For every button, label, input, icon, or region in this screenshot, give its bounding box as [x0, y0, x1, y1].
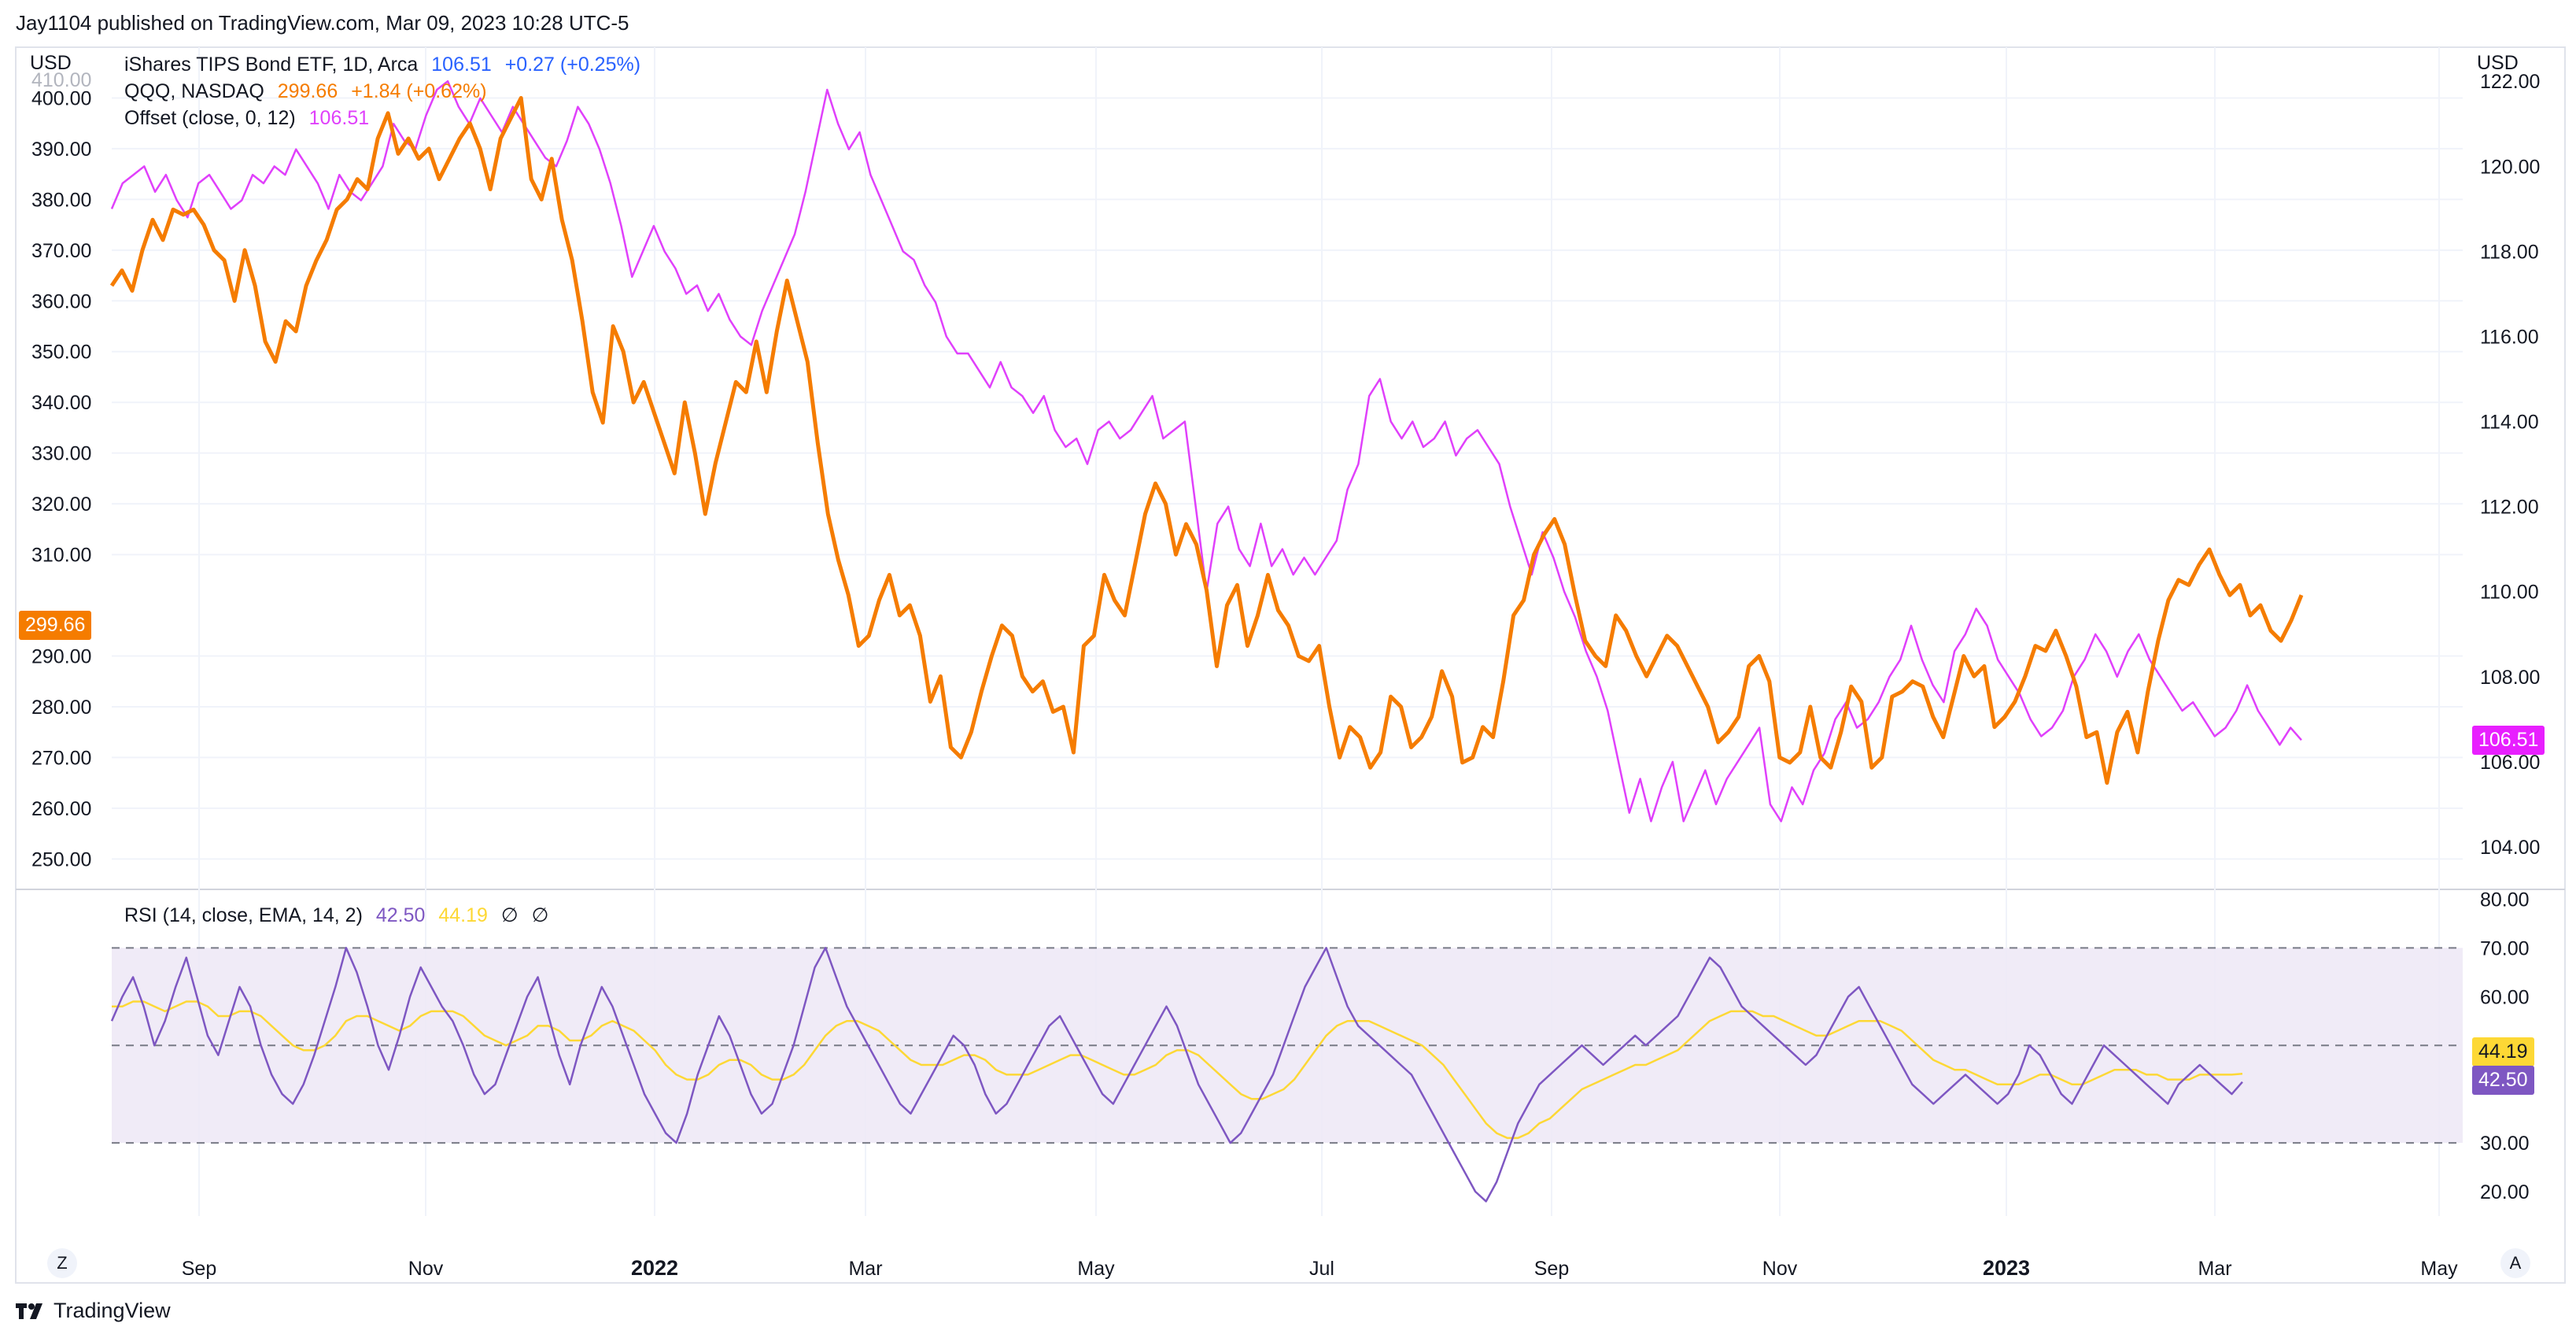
time-axis[interactable]: Sep Nov 2022 Mar May Jul Sep Nov 2023 Mar May [182, 1256, 2458, 1280]
right-tick-label: 120.00 [2480, 156, 2540, 178]
rsi-ema-line [112, 1000, 2243, 1140]
left-tick-label: 260.00 [31, 798, 91, 820]
qqq-line [109, 96, 2304, 785]
offset-line [110, 79, 2302, 822]
left-tick-label: 280.00 [31, 697, 91, 719]
time-tick-label: Nov [1762, 1258, 1798, 1280]
time-tick-label: Jul [1309, 1258, 1334, 1280]
right-tick-label: 112.00 [2480, 497, 2539, 519]
legend-qqq-name: QQQ, NASDAQ [124, 80, 264, 102]
left-price-axis[interactable]: 400.00 390.00 380.00 370.00 360.00 350.00 340.… [31, 87, 91, 870]
legend-rsi-extra1: ∅ [500, 904, 519, 926]
time-tick-label: 2022 [631, 1256, 678, 1280]
rsi-band-lines [112, 947, 2463, 1144]
left-unit-label: USD [30, 52, 72, 74]
price-grid [112, 47, 2463, 1216]
rsi-tick-label: 80.00 [2480, 889, 2530, 911]
chart-frame [15, 46, 2566, 1284]
right-tick-label: 104.00 [2480, 837, 2540, 859]
legend-offset-name: Offset (close, 0, 12) [124, 107, 296, 129]
tradingview-logo[interactable]: TradingView [16, 1299, 171, 1323]
legend-tip-name: iShares TIPS Bond ETF, 1D, Arca [124, 54, 419, 76]
right-unit-label: USD [2477, 52, 2519, 74]
rsi-tick-label: 70.00 [2480, 937, 2530, 959]
legend-tip-value: 106.51 [431, 54, 492, 76]
left-tick-label: 310.00 [31, 545, 91, 567]
time-tick-label: Sep [1534, 1258, 1569, 1280]
left-tick-label: 290.00 [31, 645, 91, 667]
tradingview-logo-text: TradingView [54, 1299, 171, 1322]
time-tick-label: Mar [2198, 1258, 2231, 1280]
time-tick-label: Nov [408, 1258, 444, 1280]
right-price-axis[interactable]: 122.00 120.00 118.00 116.00 114.00 112.00 110.… [2480, 71, 2540, 859]
rsi-tick-label: 60.00 [2480, 986, 2530, 1008]
legend-rsi-extra2: ∅ [531, 904, 549, 926]
left-tick-label: 380.00 [31, 189, 91, 211]
rsi-ema-badge: 44.19 [2472, 1037, 2534, 1066]
tradingview-logo-icon [16, 1303, 42, 1319]
right-tick-label: 122.00 [2480, 71, 2540, 93]
right-tick-label: 110.00 [2480, 582, 2539, 604]
right-tick-label: 106.00 [2480, 752, 2540, 774]
time-tick-label: 2023 [1983, 1256, 2030, 1280]
legend-offset-value: 106.51 [308, 107, 370, 129]
legend-rsi-value: 42.50 [375, 904, 426, 926]
right-tick-label: 118.00 [2480, 241, 2539, 263]
left-tick-label: 370.00 [31, 240, 91, 262]
rsi-tick-label: 30.00 [2480, 1133, 2530, 1155]
legend-qqq-value: 299.66 [277, 80, 338, 102]
qqq-last-price-badge: 299.66 [19, 611, 92, 640]
rsi-line [110, 947, 2243, 1203]
right-tick-label: 116.00 [2480, 326, 2539, 348]
left-tick-label: 270.00 [31, 747, 91, 769]
rsi-value-badge: 42.50 [2472, 1066, 2534, 1095]
right-tick-label: 114.00 [2480, 412, 2539, 434]
left-tick-label: 340.00 [31, 392, 91, 414]
left-tick-label: 400.00 [31, 87, 91, 109]
left-tick-label: 250.00 [31, 848, 91, 870]
series-layer [109, 79, 2304, 1203]
legend-tip[interactable]: iShares TIPS Bond ETF, 1D, Arca 106.51 +… [124, 54, 648, 76]
right-tick-label: 108.00 [2480, 667, 2540, 689]
legend-qqq[interactable]: QQQ, NASDAQ 299.66 +1.84 (+0.62%) [124, 80, 495, 103]
rsi-tick-label: 20.00 [2480, 1181, 2530, 1203]
time-tick-label: May [1077, 1258, 1115, 1280]
time-tick-label: Mar [848, 1258, 882, 1280]
auto-scale-button[interactable]: A [2500, 1248, 2530, 1278]
legend-rsi-ema: 44.19 [438, 904, 488, 926]
left-tick-label: 320.00 [31, 493, 91, 516]
left-tick-label: 350.00 [31, 342, 91, 364]
left-tick-label: 330.00 [31, 443, 91, 465]
offset-last-price-badge: 106.51 [2472, 726, 2545, 755]
legend-rsi-name: RSI (14, close, EMA, 14, 2) [124, 904, 363, 926]
legend-rsi[interactable]: RSI (14, close, EMA, 14, 2) 42.50 44.19 … [124, 904, 556, 927]
publish-info: Jay1104 published on TradingView.com, Ma… [16, 11, 629, 35]
left-tick-label: 360.00 [31, 290, 91, 312]
legend-qqq-change: +1.84 (+0.62%) [351, 80, 487, 102]
legend-tip-change: +0.27 (+0.25%) [504, 54, 641, 76]
left-cut-tick: 410.00 [31, 69, 91, 91]
time-tick-label: Sep [182, 1258, 216, 1280]
legend-offset[interactable]: Offset (close, 0, 12) 106.51 [124, 107, 377, 130]
left-tick-label: 390.00 [31, 139, 91, 161]
time-tick-label: May [2420, 1258, 2458, 1280]
zoom-button[interactable]: Z [47, 1248, 77, 1278]
